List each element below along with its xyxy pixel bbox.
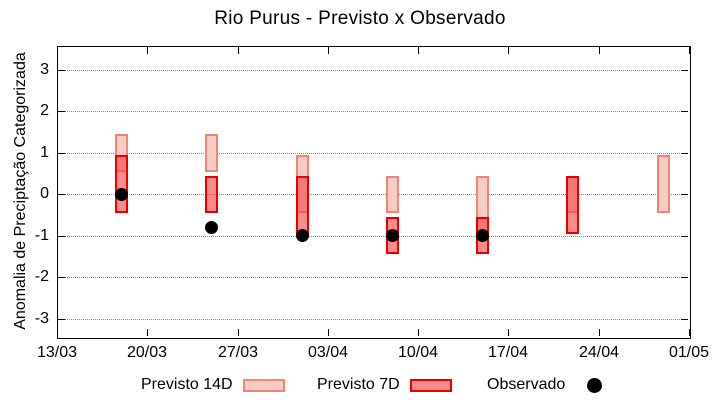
- y-tick-label: 2: [40, 102, 49, 119]
- previsto-7d-swatch-icon: [409, 378, 452, 392]
- observado-dot-icon: [587, 377, 603, 393]
- gridline-y-3: [58, 319, 688, 320]
- x-tick-bottom: [508, 329, 509, 336]
- x-tick-label: 24/04: [578, 344, 620, 361]
- bar-previsto-14d: [656, 155, 670, 214]
- x-tick-label: 10/04: [397, 344, 439, 361]
- observado-point: [114, 187, 128, 201]
- y-tick-right: [681, 70, 688, 71]
- gridline-y1: [58, 153, 688, 154]
- y-tick-left: [58, 319, 65, 320]
- y-tick-label: 0: [40, 185, 49, 202]
- legend-item-previsto-7d: Previsto 7D: [317, 375, 452, 395]
- x-tick-label: 13/03: [36, 344, 78, 361]
- observado-point: [295, 229, 309, 243]
- y-tick-right: [681, 111, 688, 112]
- plot-border: [57, 46, 691, 339]
- bar-previsto-14d: [385, 175, 399, 214]
- gridline-y0: [58, 194, 688, 195]
- x-tick-bottom: [147, 329, 148, 336]
- x-tick-label: 20/03: [126, 344, 168, 361]
- bar-previsto-7d: [566, 175, 580, 234]
- y-tick-left: [58, 277, 65, 278]
- y-tick-right: [681, 319, 688, 320]
- y-tick-left: [58, 153, 65, 154]
- x-tick-bottom: [238, 329, 239, 336]
- y-tick-left: [58, 236, 65, 237]
- x-tick-top: [418, 47, 419, 54]
- legend-item-previsto-14d: Previsto 14D: [141, 375, 285, 395]
- x-tick-bottom: [328, 329, 329, 336]
- previsto-14d-swatch-icon: [242, 378, 285, 392]
- x-tick-top: [689, 47, 690, 54]
- y-tick-right: [681, 153, 688, 154]
- observado-point: [385, 229, 399, 243]
- observado-point: [205, 221, 219, 235]
- y-tick-label: -1: [34, 227, 49, 244]
- x-tick-top: [328, 47, 329, 54]
- x-tick-label: 01/05: [668, 344, 710, 361]
- y-tick-right: [681, 194, 688, 195]
- bar-previsto-7d: [205, 175, 219, 214]
- legend-label-previsto-7d: Previsto 7D: [317, 376, 400, 393]
- legend-label-observado: Observado: [487, 376, 566, 393]
- y-tick-left: [58, 70, 65, 71]
- y-tick-right: [681, 277, 688, 278]
- x-tick-top: [508, 47, 509, 54]
- gridline-y-2: [58, 277, 688, 278]
- x-tick-label: 27/03: [217, 344, 259, 361]
- y-tick-left: [58, 111, 65, 112]
- bar-previsto-14d: [205, 134, 219, 172]
- chart-title: Rio Purus - Previsto x Observado: [214, 8, 506, 29]
- y-tick-label: -3: [34, 310, 49, 327]
- x-tick-bottom: [599, 329, 600, 336]
- y-tick-left: [58, 194, 65, 195]
- legend: Previsto 14D Previsto 7D Observado: [0, 375, 720, 400]
- gridline-y2: [58, 111, 688, 112]
- x-tick-top: [599, 47, 600, 54]
- x-tick-label: 03/04: [307, 344, 349, 361]
- legend-item-observado: Observado: [487, 375, 603, 395]
- gridline-y-1: [58, 236, 688, 237]
- y-tick-label: 1: [40, 144, 49, 161]
- x-tick-top: [147, 47, 148, 54]
- x-tick-bottom: [418, 329, 419, 336]
- gridline-y3: [58, 70, 688, 71]
- x-tick-top: [238, 47, 239, 54]
- y-tick-right: [681, 236, 688, 237]
- observado-point: [476, 229, 490, 243]
- legend-label-previsto-14d: Previsto 14D: [141, 376, 233, 393]
- y-tick-label: -2: [34, 268, 49, 285]
- x-tick-bottom: [689, 329, 690, 336]
- x-tick-label: 17/04: [487, 344, 529, 361]
- y-tick-label: 3: [40, 61, 49, 78]
